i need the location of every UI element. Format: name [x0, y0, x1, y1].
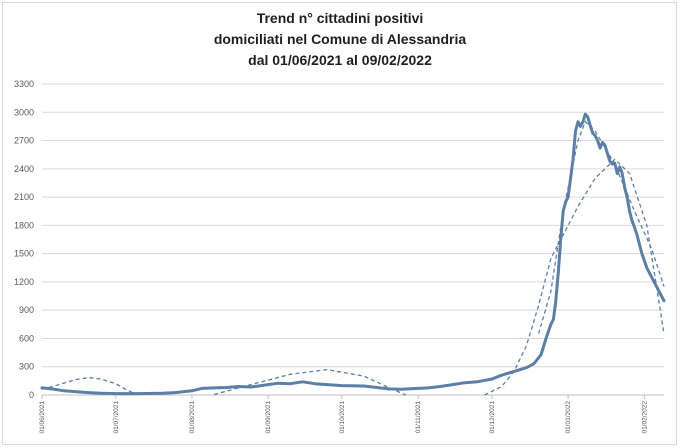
data-series-line — [40, 112, 666, 396]
trendline — [41, 376, 136, 395]
y-tick-label: 0 — [29, 390, 34, 400]
x-tick-label: 01/12/2021 — [489, 401, 496, 434]
y-tick-label: 1500 — [14, 249, 34, 259]
title-line-3: dal 01/06/2021 al 09/02/2022 — [248, 52, 432, 68]
title-line-1: Trend n° cittadini positivi — [256, 10, 424, 26]
y-tick-label: 2700 — [14, 136, 34, 146]
x-tick-label: 01/07/2021 — [113, 401, 120, 434]
y-tick-label: 600 — [19, 333, 34, 343]
title-line-2: domiciliati nel Comune di Alessandria — [213, 31, 467, 47]
x-tick-label: 01/09/2021 — [265, 401, 272, 434]
y-tick-label: 2400 — [14, 164, 34, 174]
trendline — [484, 158, 665, 396]
x-tick-label: 01/01/2022 — [565, 401, 572, 434]
y-tick-label: 900 — [19, 305, 34, 315]
y-tick-label: 1800 — [14, 220, 34, 230]
trendline — [537, 120, 665, 334]
y-tick-label: 1200 — [14, 277, 34, 287]
y-tick-label: 3000 — [14, 107, 34, 117]
y-tick-label: 300 — [19, 362, 34, 372]
x-tick-label: 01/10/2021 — [339, 401, 346, 434]
trendline — [213, 368, 407, 396]
y-tick-label: 3300 — [14, 79, 34, 89]
x-tick-label: 01/11/2021 — [415, 401, 422, 433]
chart-title: Trend n° cittadini positivi domiciliati … — [0, 8, 680, 71]
x-tick-label: 01/06/2021 — [39, 401, 46, 434]
y-tick-label: 2100 — [14, 192, 34, 202]
x-tick-label: 01/02/2022 — [641, 401, 648, 434]
x-tick-label: 01/08/2021 — [189, 401, 196, 434]
